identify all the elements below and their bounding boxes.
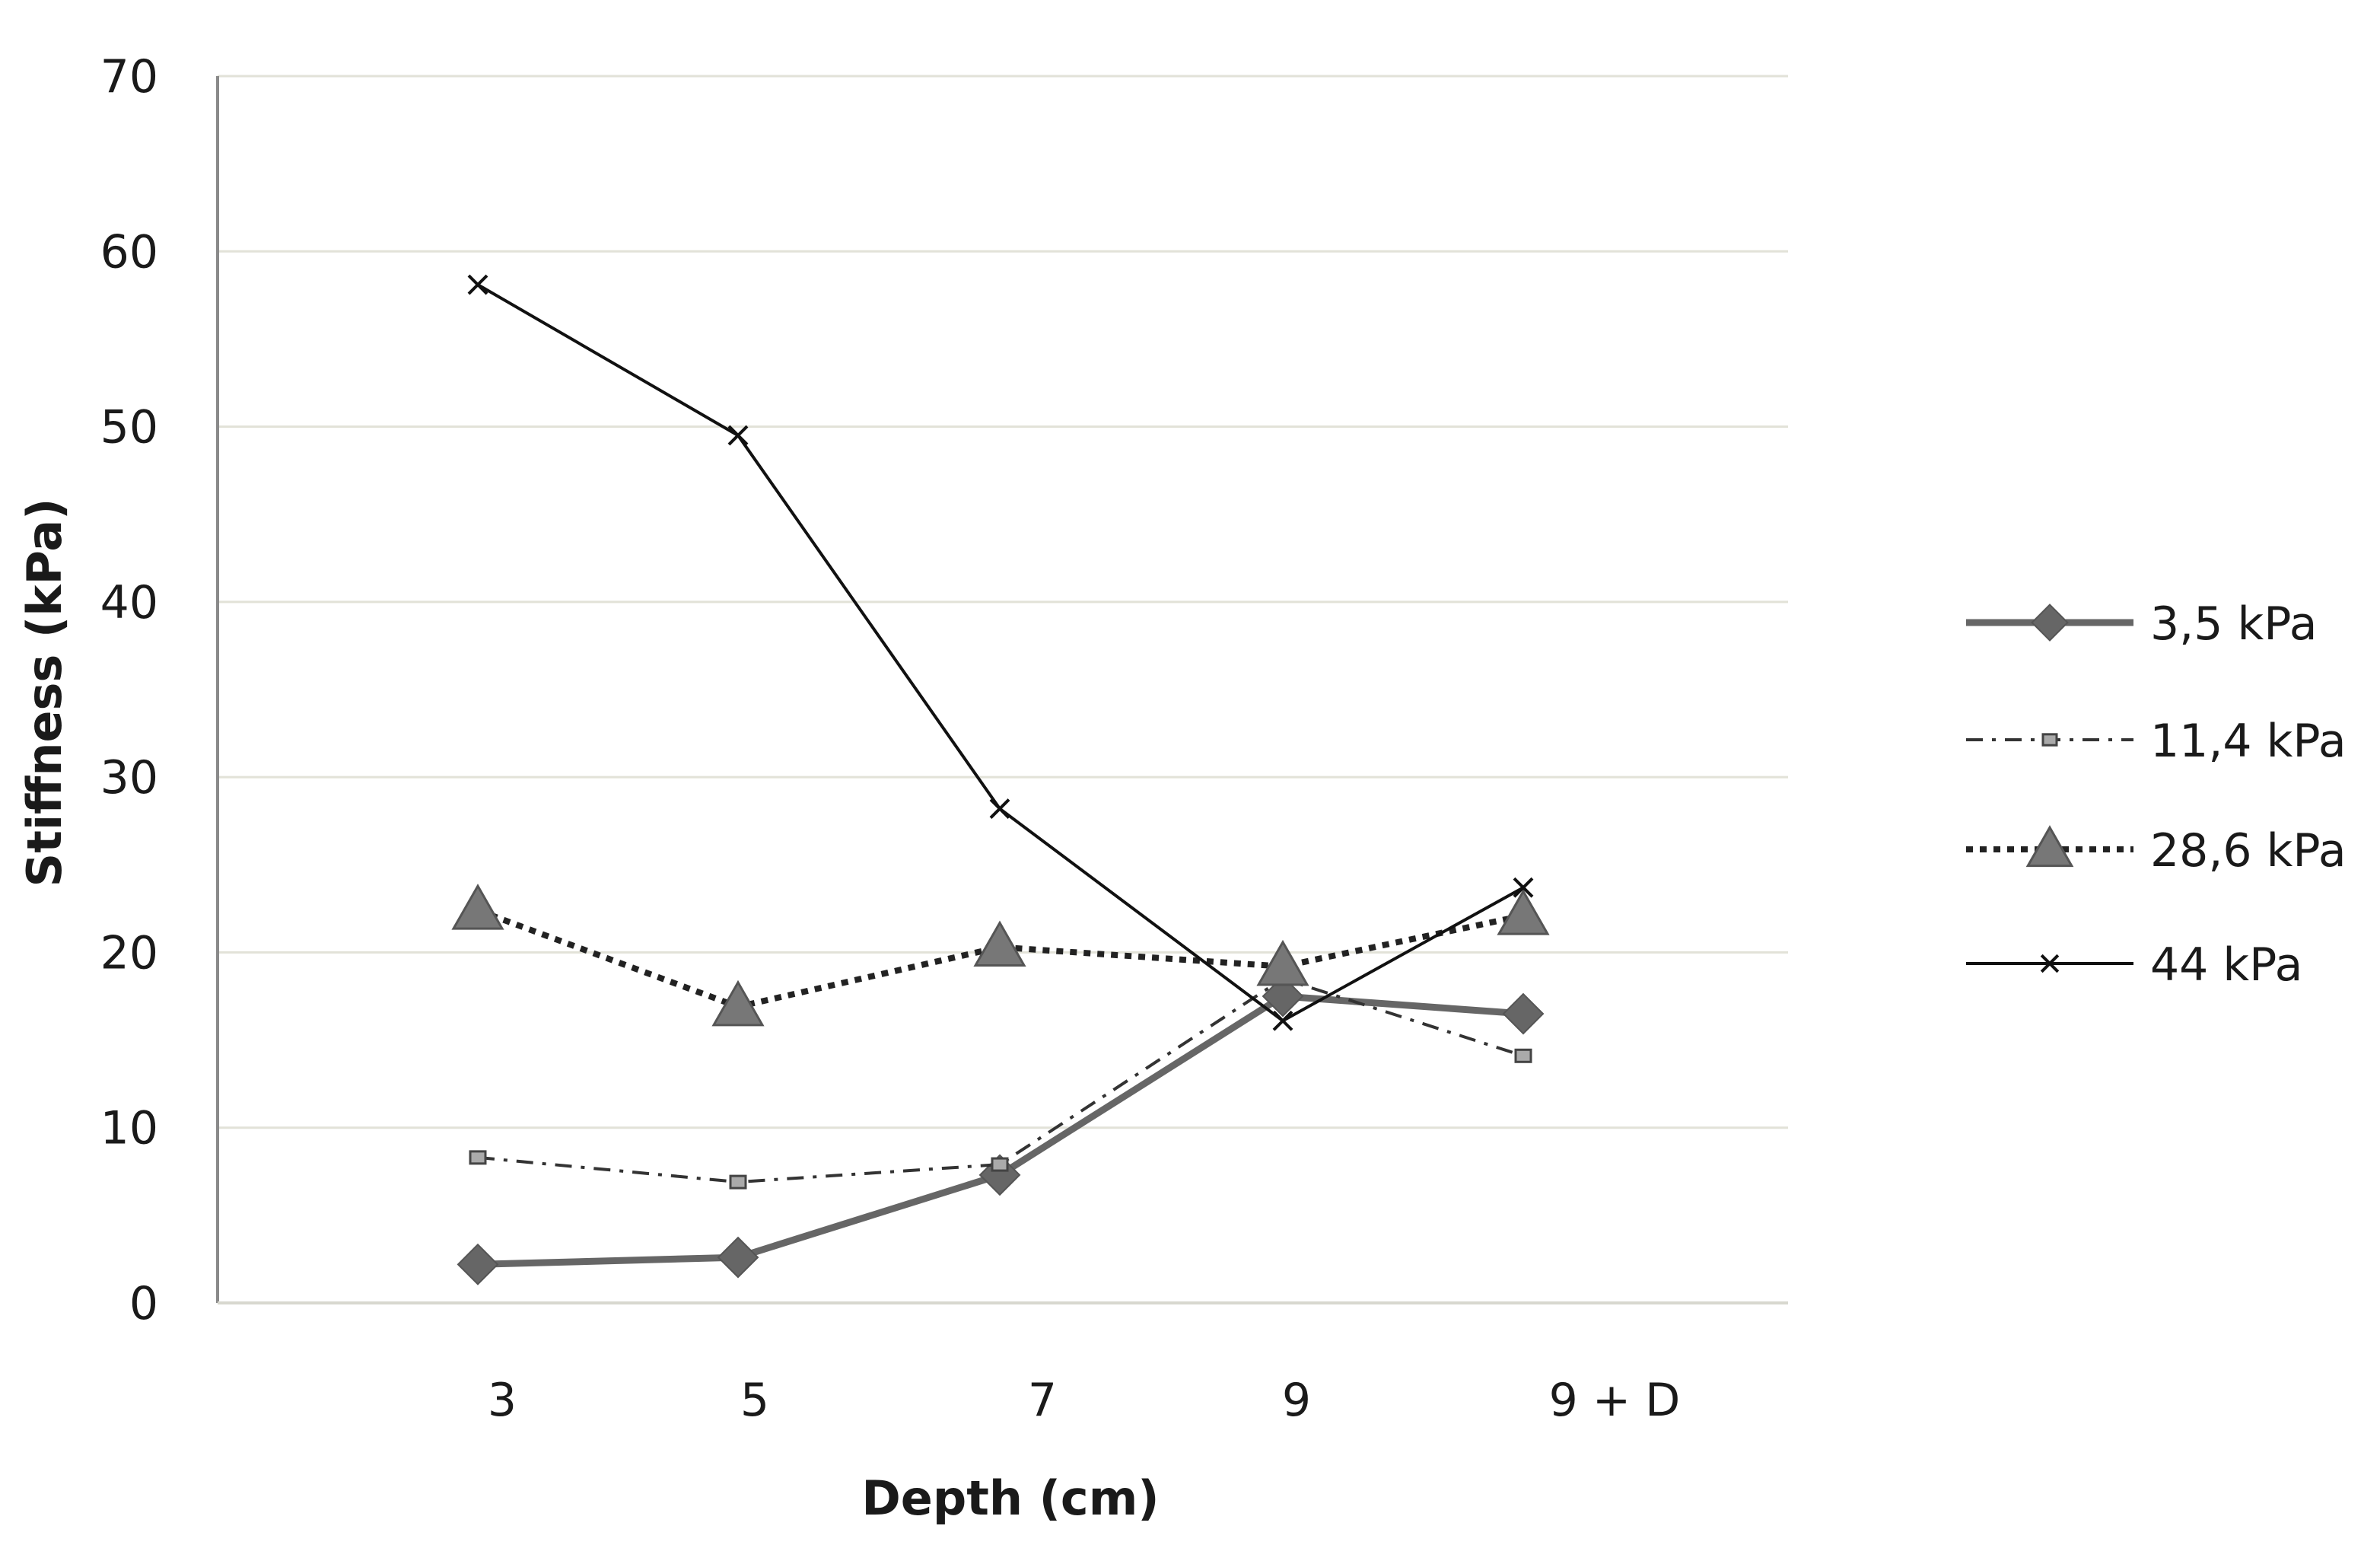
data-point — [727, 425, 749, 446]
data-point — [451, 884, 504, 930]
data-point — [1256, 939, 1309, 986]
series-triangle — [451, 884, 1550, 1027]
series-line — [477, 992, 1524, 1268]
data-point — [717, 1236, 759, 1279]
data-point — [1514, 1048, 1532, 1063]
data-point — [1497, 889, 1550, 935]
series-x — [467, 274, 1534, 1031]
y-tick-label: 10 — [100, 1102, 158, 1155]
legend: 3,5 kPa 11,4 kPa 28,6 kPa 44 kPa — [1966, 597, 2347, 992]
legend-label: 44 kPa — [2150, 938, 2302, 992]
x-tick-label: 5 — [740, 1374, 769, 1427]
data-point — [2040, 954, 2060, 973]
y-tick-label: 40 — [100, 576, 158, 629]
x-tick-labels: 3 5 7 9 9 + D — [488, 1374, 1680, 1427]
data-point — [711, 979, 765, 1027]
x-tick-label: 3 — [488, 1374, 517, 1427]
x-axis-title: Depth (cm) — [861, 1470, 1159, 1526]
legend-label: 28,6 kPa — [2150, 824, 2347, 878]
y-tick-label: 30 — [100, 751, 158, 804]
legend-entry: 28,6 kPa — [1966, 824, 2347, 878]
x-tick-label: 9 + D — [1549, 1374, 1681, 1427]
data-point — [1502, 992, 1545, 1035]
data-point — [2025, 825, 2074, 868]
legend-entry: 3,5 kPa — [1966, 597, 2318, 651]
y-axis-title: Stiffness (kPa) — [17, 499, 72, 887]
legend-entry: 11,4 kPa — [1966, 715, 2347, 768]
series — [451, 274, 1550, 1285]
axes — [216, 76, 1788, 1304]
data-point — [2031, 604, 2069, 642]
data-point — [989, 798, 1010, 820]
data-point — [2041, 733, 2058, 747]
y-tick-label: 20 — [100, 926, 158, 979]
data-point — [467, 274, 488, 295]
data-point — [469, 1150, 487, 1165]
y-tick-labels: 0 10 20 30 40 50 60 70 — [100, 50, 158, 1330]
y-tick-label: 50 — [100, 401, 158, 454]
series-line — [477, 976, 1524, 1184]
legend-label: 3,5 kPa — [2150, 597, 2318, 651]
gridlines — [218, 75, 1788, 1129]
x-tick-label: 7 — [1028, 1374, 1057, 1427]
data-point — [1262, 975, 1304, 1018]
y-tick-label: 60 — [100, 225, 158, 279]
y-tick-label: 70 — [100, 50, 158, 104]
legend-entry: 44 kPa — [1966, 938, 2302, 992]
data-point — [457, 1243, 499, 1285]
data-point — [1513, 877, 1534, 898]
data-point — [991, 1157, 1009, 1172]
data-point — [1272, 1010, 1293, 1031]
data-point — [729, 1174, 747, 1190]
series-line — [476, 283, 1524, 1023]
x-tick-label: 9 — [1282, 1374, 1311, 1427]
y-tick-label: 0 — [129, 1277, 158, 1330]
data-point — [973, 920, 1026, 967]
legend-label: 11,4 kPa — [2150, 715, 2347, 768]
series-diamond — [457, 975, 1545, 1285]
